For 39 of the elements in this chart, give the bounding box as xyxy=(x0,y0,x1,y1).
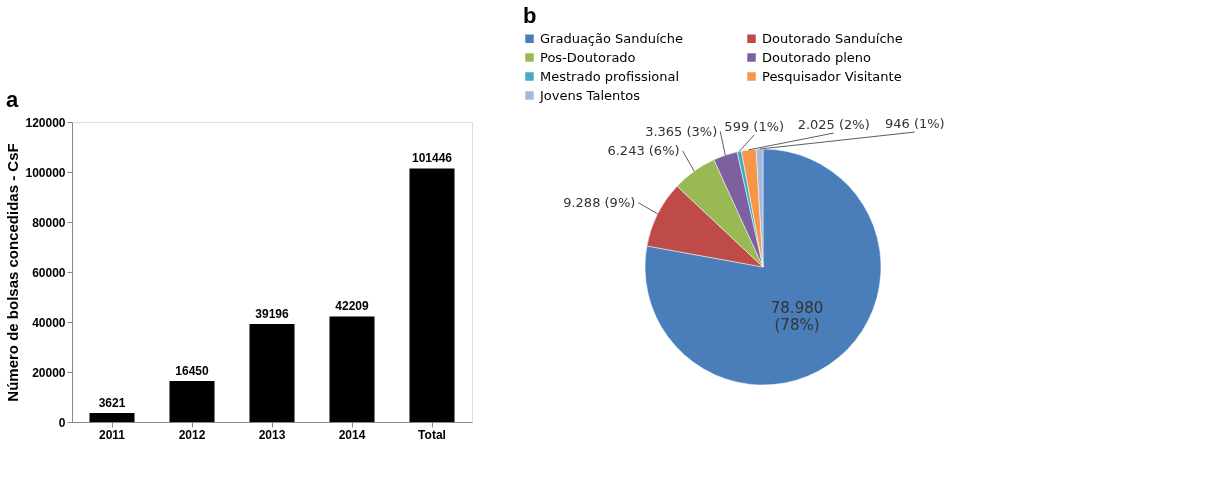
legend-label: Doutorado pleno xyxy=(762,49,871,65)
bar xyxy=(89,412,135,422)
x-tick-label: 2013 xyxy=(258,427,286,442)
legend-label: Graduação Sanduíche xyxy=(540,30,683,46)
x-tick-label: 2012 xyxy=(178,427,206,442)
y-tick-label: 40000 xyxy=(32,315,66,330)
data-label: 9.288 (9%) xyxy=(563,194,636,210)
data-label: 16450 xyxy=(175,363,210,378)
legend-label: Pos-Doutorado xyxy=(540,49,636,65)
y-tick-label: 80000 xyxy=(32,215,66,230)
y-axis-title: Número de bolsas concedidas - CsF xyxy=(4,143,22,402)
data-label: 101446 xyxy=(411,151,453,166)
data-label: 946 (1%) xyxy=(884,116,945,132)
y-tick-label: 0 xyxy=(58,415,66,430)
x-tick-label: 2014 xyxy=(338,427,366,442)
legend-label: Pesquisador Visitante xyxy=(762,68,902,84)
legend-label: Doutorado Sanduíche xyxy=(762,30,903,46)
data-label: 599 (1%) xyxy=(724,118,785,134)
data-label: 6.243 (6%) xyxy=(607,142,680,158)
y-tick-label: 100000 xyxy=(25,165,66,180)
y-tick-label: 120000 xyxy=(25,115,66,130)
x-tick-label: Total xyxy=(418,427,446,442)
bar xyxy=(329,316,375,422)
x-tick-label: 2011 xyxy=(98,427,126,442)
y-tick-label: 20000 xyxy=(32,365,66,380)
y-tick-label: 60000 xyxy=(32,265,66,280)
data-label: 78.980 (78%) xyxy=(770,298,824,334)
data-label: 2.025 (2%) xyxy=(797,117,870,133)
bar xyxy=(249,324,295,422)
chart-title: a xyxy=(5,87,19,112)
legend-label: Mestrado profissional xyxy=(540,68,680,84)
data-label: 3.365 (3%) xyxy=(645,123,718,139)
bar xyxy=(409,168,455,422)
bar xyxy=(169,380,215,422)
data-label: 42209 xyxy=(335,299,370,314)
data-label: 39196 xyxy=(255,307,290,322)
legend-label: Jovens Talentos xyxy=(539,87,641,103)
data-label: 3621 xyxy=(98,395,126,410)
chart-title: b xyxy=(523,3,537,28)
